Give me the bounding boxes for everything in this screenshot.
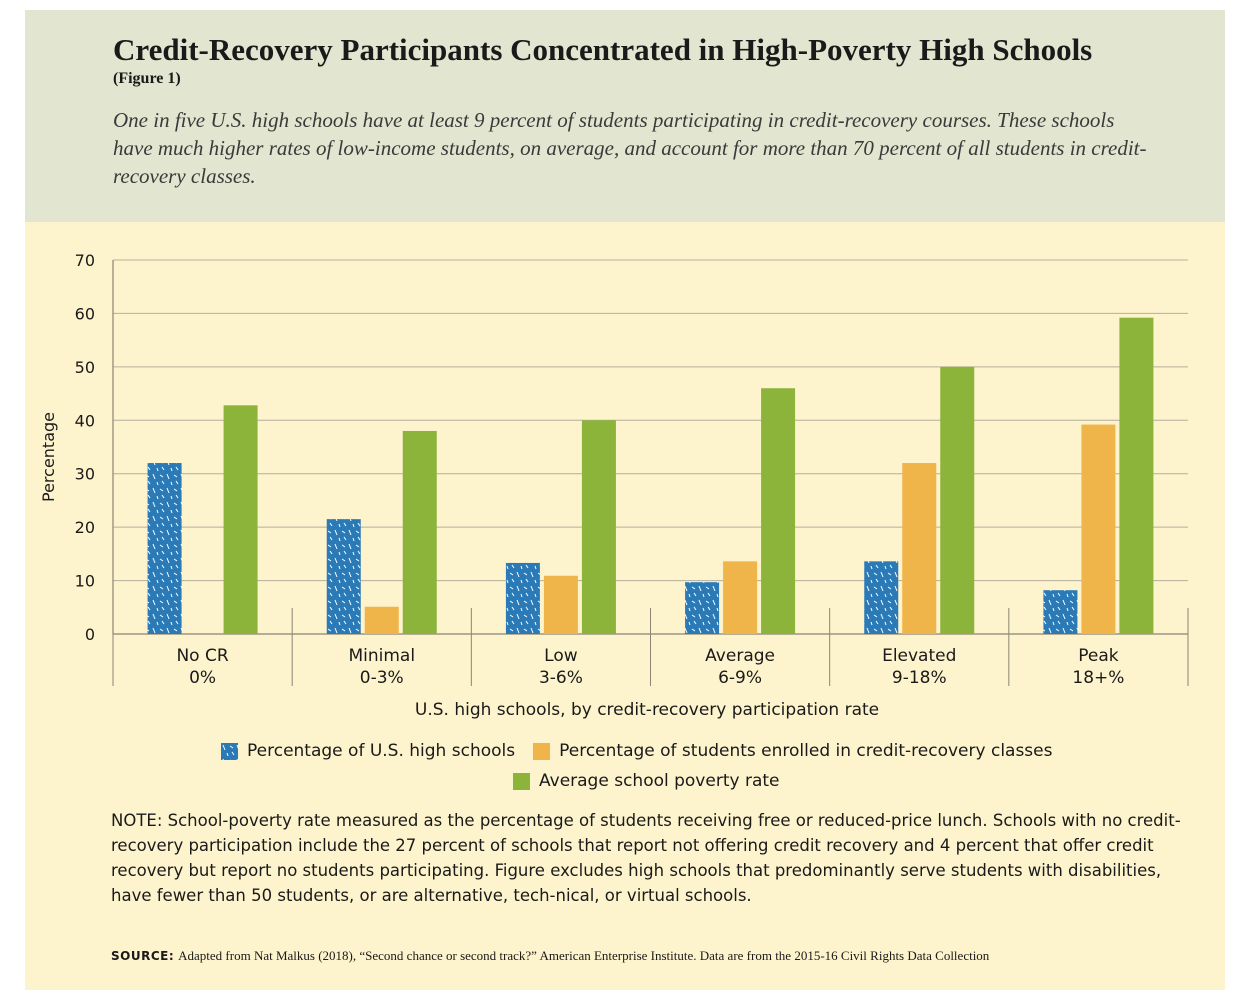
bar-students [364, 606, 399, 634]
y-tick-labels: 0 10 20 30 40 50 60 70 [75, 251, 95, 644]
bar-poverty [761, 388, 796, 634]
figure-card: Credit-Recovery Participants Concentrate… [25, 10, 1225, 990]
bar-poverty [402, 430, 437, 634]
legend-swatch-poverty [513, 772, 530, 790]
x-category-label: Elevated [882, 646, 956, 666]
figure-title: Credit-Recovery Participants Concentrate… [113, 32, 1093, 67]
bars [147, 317, 1154, 634]
y-tick-label: 50 [75, 358, 95, 377]
bar-students [902, 463, 937, 634]
bar-students [543, 575, 578, 634]
figure-note: NOTE: School-poverty rate measured as th… [111, 811, 1181, 905]
legend-item-schools: Percentage of U.S. high schools [221, 741, 515, 761]
bar-schools [1043, 590, 1078, 634]
legend-swatch-schools [221, 742, 238, 760]
y-tick-label: 60 [75, 304, 95, 323]
x-category-label: No CR [176, 646, 228, 666]
x-category-range-label: 6-9% [718, 668, 762, 688]
figure-header: Credit-Recovery Participants Concentrate… [25, 10, 1225, 222]
x-category-range-label: 18+% [1072, 668, 1124, 688]
bar-schools [505, 562, 540, 634]
y-axis-label: Percentage [39, 412, 58, 502]
figure-source: SOURCE: Adapted from Nat Malkus (2018), “… [111, 948, 1211, 964]
legend-swatch-students [533, 742, 551, 760]
figure-number: (Figure 1) [113, 70, 181, 87]
y-tick-label: 70 [75, 251, 95, 270]
legend-row-1: Percentage of U.S. high schools Percenta… [221, 741, 1070, 761]
source-text: Adapted from Nat Malkus (2018), “Second … [178, 948, 990, 963]
bar-schools [147, 463, 182, 634]
y-tick-label: 20 [75, 518, 95, 537]
bar-students [723, 561, 758, 634]
y-tick-label: 0 [85, 625, 95, 644]
bar-schools [326, 519, 361, 634]
legend-label-poverty: Average school poverty rate [539, 771, 780, 791]
bar-poverty [223, 405, 258, 634]
bar-schools [685, 582, 720, 634]
bar-students [1081, 424, 1116, 634]
y-tick-label: 40 [75, 411, 95, 430]
x-category-range-label: 0% [189, 668, 216, 688]
x-category-label: Peak [1078, 646, 1119, 666]
legend-label-schools: Percentage of U.S. high schools [247, 741, 516, 761]
figure-subtitle: One in five U.S. high schools have at le… [113, 108, 1147, 188]
x-category-label: Low [544, 646, 578, 666]
bar-schools [864, 561, 899, 634]
legend-label-students: Percentage of students enrolled in credi… [559, 741, 1053, 761]
x-category-label: Average [705, 646, 775, 666]
bar-poverty [1119, 317, 1154, 634]
bar-poverty [581, 420, 616, 634]
x-category-label: Minimal [348, 646, 415, 666]
grid-lines [112, 259, 1189, 686]
source-label: SOURCE: [111, 949, 175, 963]
legend-row-2: Average school poverty rate [513, 771, 797, 791]
y-tick-label: 10 [75, 572, 95, 591]
bar-poverty [940, 366, 975, 634]
x-category-range-label: 3-6% [539, 668, 583, 688]
x-category-range-label: 9-18% [892, 668, 947, 688]
x-category-range-label: 0-3% [360, 668, 404, 688]
legend-item-students: Percentage of students enrolled in credi… [533, 741, 1052, 761]
legend-item-poverty: Average school poverty rate [513, 771, 779, 791]
y-tick-label: 30 [75, 465, 95, 484]
x-axis-label: U.S. high schools, by credit-recovery pa… [415, 700, 879, 720]
